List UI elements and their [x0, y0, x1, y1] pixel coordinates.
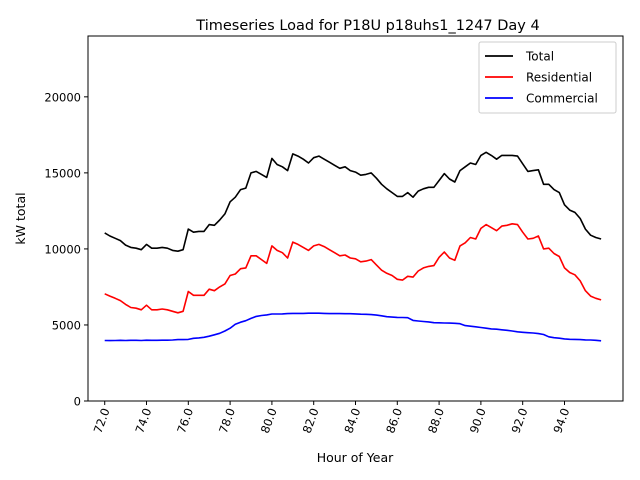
y-tick-label: 15000: [44, 166, 81, 180]
y-axis: 0 5000 10000 15000 20000: [44, 90, 88, 409]
series-line-residential: [104, 223, 602, 314]
series-line-total: [104, 151, 602, 252]
series-layer: [104, 151, 602, 342]
y-tick-label: 5000: [52, 318, 81, 332]
legend-label-residential: Residential: [526, 71, 592, 85]
series-line-commercial: [104, 312, 602, 342]
legend-box: [478, 41, 617, 114]
y-tick-label: 20000: [44, 90, 81, 104]
x-axis-label: Hour of Year: [317, 450, 394, 465]
legend: Total Residential Commercial: [478, 41, 617, 114]
y-axis-label: kW total: [13, 192, 28, 244]
y-tick-label: 10000: [44, 242, 81, 256]
y-tick-label: 0: [74, 395, 81, 409]
chart-title: Timeseries Load for P18U p18uhs1_1247 Da…: [195, 18, 539, 34]
legend-label-total: Total: [525, 50, 554, 64]
legend-label-commercial: Commercial: [526, 92, 598, 106]
